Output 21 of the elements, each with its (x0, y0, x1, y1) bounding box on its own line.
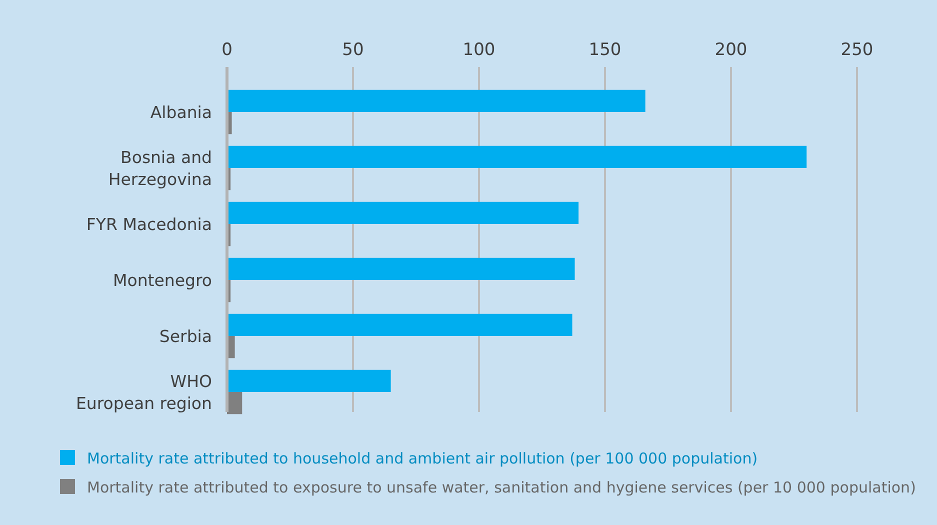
y-tick-label: WHO European region (76, 372, 212, 413)
bar (227, 258, 575, 280)
y-tick-label: Montenegro (112, 270, 212, 290)
legend-label: Mortality rate attributed to exposure to unsafe water, sanitation and hygiene services (per 10 000 population) (87, 478, 916, 496)
x-tick-label: 0 (222, 40, 232, 60)
x-tick-label: 200 (714, 40, 748, 60)
y-tick-label: FYR Macedonia (86, 214, 212, 234)
y-tick-label: Albania (150, 102, 212, 122)
y-tick-label: Serbia (159, 326, 212, 346)
bar (227, 146, 807, 168)
bar (227, 90, 646, 112)
x-tick-label: 250 (840, 40, 874, 60)
bar (227, 392, 242, 414)
x-tick-label: 150 (588, 40, 622, 60)
y-tick-label: Bosnia and Herzegovina (108, 148, 212, 189)
x-tick-label: 50 (342, 40, 364, 60)
bar (227, 314, 572, 336)
bar (227, 202, 579, 224)
x-tick-label: 100 (462, 40, 496, 60)
bar (227, 370, 391, 392)
legend-label: Mortality rate attributed to household and ambient air pollution (per 100 000 population) (87, 449, 758, 468)
